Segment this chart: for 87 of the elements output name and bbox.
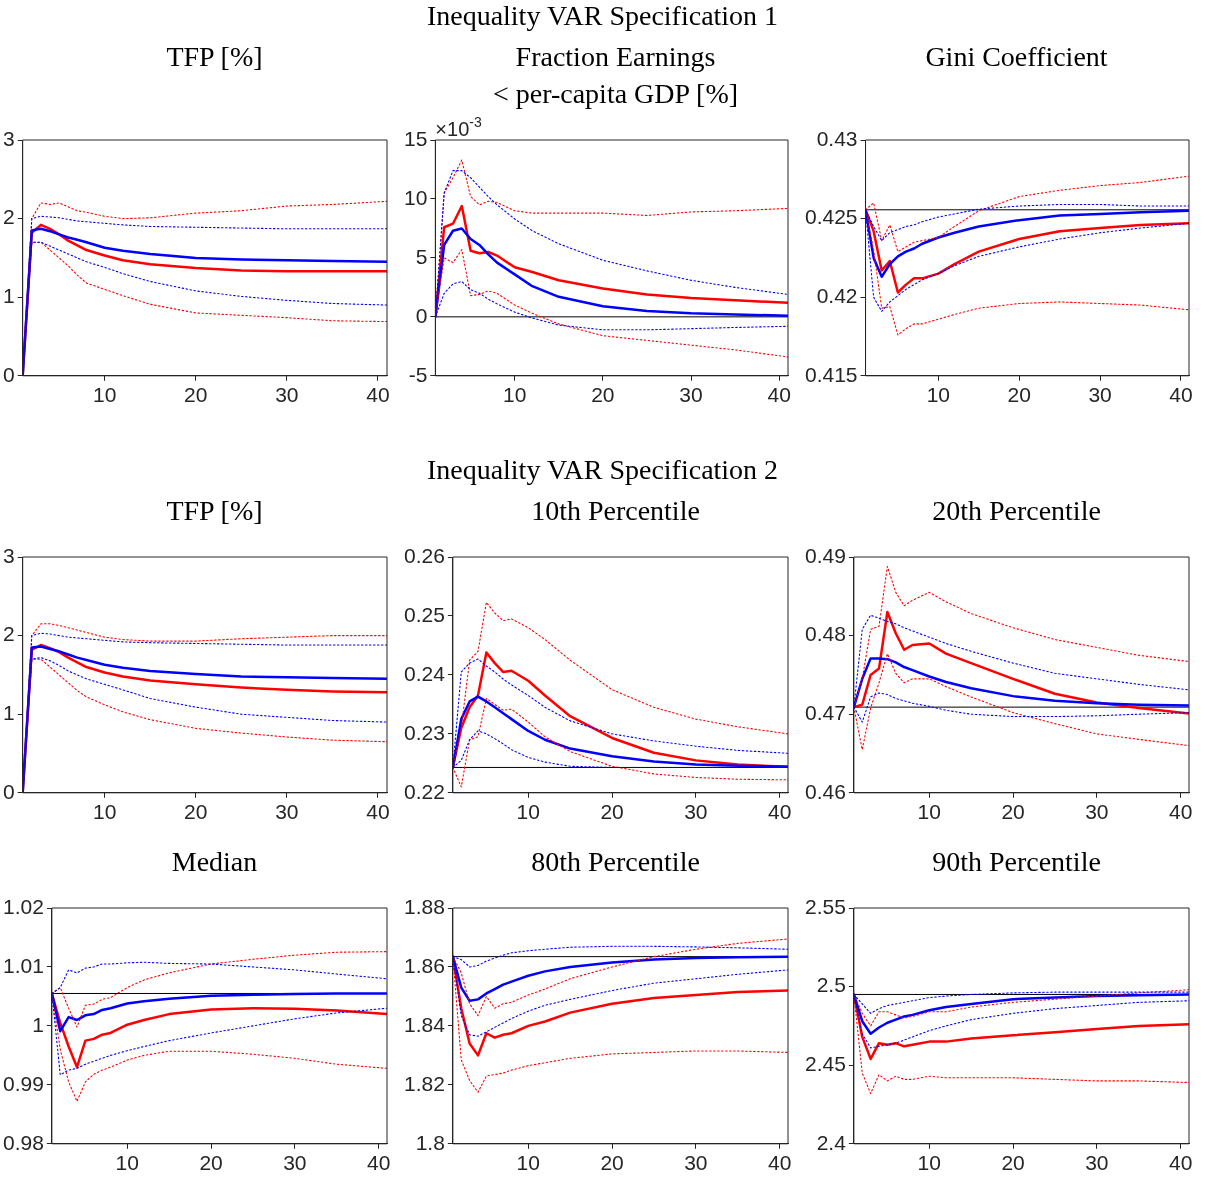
x-tick-label: 10 [92, 383, 117, 407]
y-tick-label: 2 [2, 622, 15, 646]
y-tick-label: 1.86 [404, 953, 445, 977]
y-tick-label: 1.88 [404, 894, 445, 918]
x-tick-label: 40 [767, 1151, 792, 1175]
chart-title: TFP [%] [165, 494, 264, 528]
x-tick-label: 40 [1169, 383, 1193, 407]
x-tick-label: 30 [684, 800, 708, 824]
y-tick-label: 1.02 [3, 894, 44, 918]
x-tick-label: 20 [600, 1151, 624, 1175]
text: Inequality VAR Specification 2 [425, 454, 780, 487]
y-tick-label: 0.23 [404, 720, 445, 744]
y-tick-label: 0.425 [804, 205, 858, 229]
y-tick-label: 1.8 [415, 1130, 445, 1154]
x-tick-label: 20 [199, 1151, 223, 1175]
x-tick-label: 10 [926, 383, 951, 407]
x-tick-label: 40 [767, 800, 792, 824]
y-tick-label: 0.46 [805, 779, 846, 803]
y-tick-label: 0.25 [404, 602, 445, 626]
y-tick-label: 1.82 [404, 1071, 445, 1095]
y-tick-label: 0.43 [816, 126, 858, 150]
y-tick-label: 0.49 [805, 543, 846, 567]
y-tick-label: 0 [415, 303, 428, 327]
y-tick-label: 0.26 [404, 543, 445, 567]
x-tick-label: 20 [1001, 800, 1025, 824]
x-tick-label: 10 [917, 800, 941, 824]
x-tick-label: 40 [1168, 1151, 1193, 1175]
y-tick-label: 0.48 [805, 622, 846, 646]
y-tick-label: 2.45 [805, 1052, 846, 1075]
y-tick-label: 0.47 [805, 701, 846, 724]
y-tick-label: 1 [2, 701, 15, 724]
y-tick-label: -5 [408, 362, 428, 386]
y-tick-label: 2.55 [805, 894, 846, 918]
x-tick-label: 30 [283, 1151, 307, 1175]
x-tick-label: 20 [184, 800, 208, 824]
x-tick-label: 10 [115, 1151, 139, 1175]
x-tick-label: 30 [275, 383, 299, 407]
x-tick-label: 10 [503, 383, 527, 407]
x-tick-label: 30 [679, 383, 703, 407]
x-tick-label: 20 [1007, 383, 1031, 407]
y-tick-label: 0.24 [404, 661, 446, 685]
text: Inequality VAR Specification 1 [425, 0, 780, 33]
chart-title: 90th Percentile [931, 845, 1102, 879]
y-tick-label: 0.415 [804, 362, 858, 386]
chart-title: TFP [%] [165, 40, 264, 74]
x-tick-label: 30 [684, 1151, 708, 1175]
x-tick-label: 20 [1001, 1151, 1025, 1175]
y-tick-label: 0.98 [3, 1130, 44, 1154]
y-tick-label: 0 [2, 362, 15, 386]
y-tick-label: 5 [415, 244, 428, 268]
y-tick-label: 10 [404, 185, 428, 209]
y-tick-label: 0.99 [3, 1071, 44, 1095]
y-tick-label: 2.5 [816, 973, 846, 997]
x-tick-label: 40 [366, 800, 390, 824]
x-tick-label: 10 [92, 800, 117, 824]
x-tick-label: 30 [1088, 383, 1112, 407]
y-tick-label: 2.4 [816, 1130, 847, 1154]
x-tick-label: 30 [275, 800, 299, 824]
y-tick-label: 0.42 [816, 284, 858, 307]
x-tick-label: 10 [917, 1151, 941, 1175]
chart-title: 20th Percentile [931, 494, 1102, 528]
y-tick-label: 0 [2, 779, 15, 803]
y-tick-label: 3 [2, 543, 15, 567]
y-tick-label: 2 [2, 205, 15, 229]
y-tick-label: 3 [2, 126, 15, 150]
x-tick-label: 30 [1085, 1151, 1109, 1175]
x-tick-label: 20 [184, 383, 208, 407]
y-tick-label: 1.84 [404, 1012, 446, 1036]
x-tick-label: 20 [591, 383, 615, 407]
x-tick-label: 30 [1085, 800, 1109, 824]
chart-title: 10th Percentile [530, 494, 701, 528]
y-tick-label: 1 [2, 284, 15, 307]
x-tick-label: 40 [767, 383, 791, 407]
y-tick-label: 1 [32, 1012, 44, 1036]
y-tick-label: 1.01 [3, 953, 44, 977]
chart-title: Gini Coefficient [924, 40, 1109, 74]
chart-title: 80th Percentile [530, 845, 701, 879]
x-tick-label: 10 [516, 1151, 540, 1175]
x-tick-label: 10 [516, 800, 540, 824]
chart-title: Fraction Earnings < per-capita GDP [%] [491, 40, 740, 111]
x-tick-label: 40 [366, 383, 390, 407]
x-tick-label: 40 [1168, 800, 1193, 824]
chart-title: Median [170, 845, 259, 879]
x-tick-label: 20 [600, 800, 624, 824]
x-tick-label: 40 [366, 1151, 391, 1175]
y-tick-label: 15 [404, 126, 428, 150]
y-tick-label: 0.22 [404, 779, 445, 803]
